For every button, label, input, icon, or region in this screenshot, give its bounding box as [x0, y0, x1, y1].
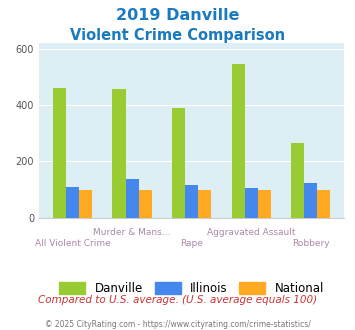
- Bar: [113, 89, 126, 218]
- Bar: [139, 190, 152, 218]
- Bar: [66, 187, 79, 218]
- Bar: [245, 188, 258, 218]
- Bar: [126, 179, 139, 218]
- Text: Aggravated Assault: Aggravated Assault: [207, 228, 295, 237]
- Bar: [185, 185, 198, 218]
- Text: Violent Crime Comparison: Violent Crime Comparison: [70, 28, 285, 43]
- Text: Murder & Mans...: Murder & Mans...: [93, 228, 171, 237]
- Text: 2019 Danville: 2019 Danville: [116, 8, 239, 23]
- Bar: [231, 64, 245, 218]
- Bar: [53, 88, 66, 218]
- Text: © 2025 CityRating.com - https://www.cityrating.com/crime-statistics/: © 2025 CityRating.com - https://www.city…: [45, 320, 310, 329]
- Bar: [304, 182, 317, 218]
- Bar: [198, 190, 211, 218]
- Text: Compared to U.S. average. (U.S. average equals 100): Compared to U.S. average. (U.S. average …: [38, 295, 317, 305]
- Text: Robbery: Robbery: [292, 239, 330, 248]
- Bar: [258, 190, 271, 218]
- Text: All Violent Crime: All Violent Crime: [35, 239, 110, 248]
- Bar: [79, 190, 92, 218]
- Bar: [172, 108, 185, 218]
- Bar: [317, 190, 331, 218]
- Bar: [291, 143, 304, 218]
- Text: Rape: Rape: [180, 239, 203, 248]
- Legend: Danville, Illinois, National: Danville, Illinois, National: [54, 277, 329, 299]
